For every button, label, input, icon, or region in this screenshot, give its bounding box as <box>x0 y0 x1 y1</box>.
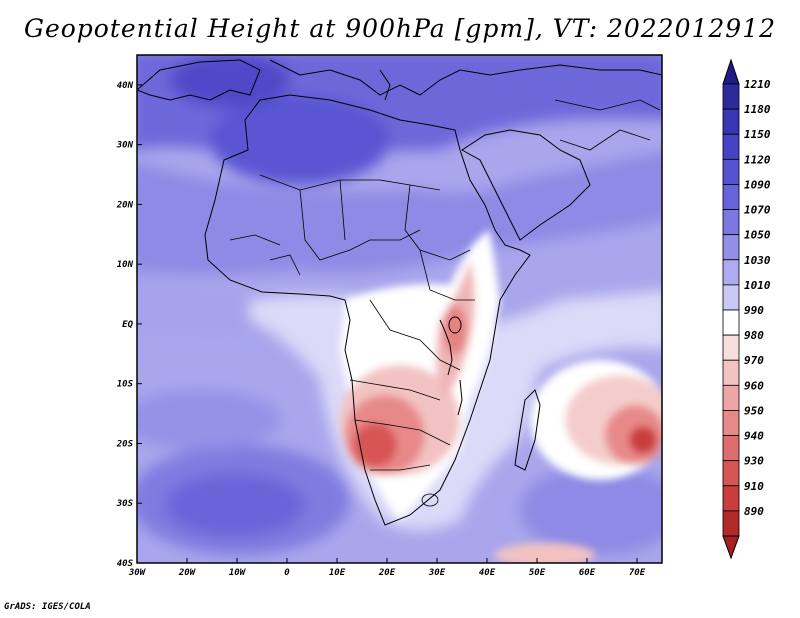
colorbar-label: 890 <box>744 505 764 518</box>
colorbar-label: 980 <box>744 329 764 342</box>
longitude-axis: 30W 20W 10W 0 10E 20E 30E 40E 50E 60E 70E <box>128 558 646 578</box>
lat-tick-label: 30S <box>116 499 134 509</box>
lat-tick-label: 30N <box>116 141 134 151</box>
colorbar-label: 950 <box>744 404 764 417</box>
chart-title: Geopotential Height at 900hPa [gpm], VT:… <box>23 14 777 43</box>
colorbar-swatch <box>722 410 740 436</box>
colorbar-swatch <box>722 184 740 210</box>
lon-tick-label: 10E <box>329 568 346 578</box>
colorbar-label: 940 <box>744 430 764 443</box>
colorbar-swatch <box>722 485 740 512</box>
lon-tick-label: 0 <box>284 568 290 578</box>
colorbar-label: 1050 <box>744 229 771 242</box>
colorbar-label: 1090 <box>744 178 771 191</box>
latitude-axis: 40N 30N 20N 10N EQ 10S 20S 30S 40S <box>116 81 142 569</box>
colorbar-label: 1210 <box>744 78 771 91</box>
colorbar-swatch <box>722 259 740 286</box>
colorbar-label: 970 <box>744 354 764 367</box>
credit-label: GrADS: IGES/COLA <box>4 602 91 612</box>
colorbar-bottom-arrow <box>722 535 740 560</box>
lat-tick-label: 20N <box>116 200 134 210</box>
colorbar-label: 1030 <box>744 254 771 267</box>
colorbar-swatch <box>722 133 740 160</box>
colorbar-swatch <box>722 384 740 411</box>
lon-tick-label: 70E <box>629 568 646 578</box>
lon-tick-label: 30E <box>428 568 446 578</box>
lon-tick-label: 50E <box>529 568 546 578</box>
colorbar-label: 1120 <box>744 153 771 166</box>
colorbar-label: 1180 <box>744 103 771 116</box>
colorbar-swatch <box>722 83 740 110</box>
colorbar-label: 990 <box>744 304 764 317</box>
lat-tick-label: 10S <box>117 380 134 390</box>
colorbar-label: 930 <box>744 455 764 468</box>
colorbar-label: 910 <box>744 480 764 493</box>
lat-tick-label: 40N <box>117 81 134 91</box>
colorbar-swatch <box>722 510 740 537</box>
colorbar-swatch <box>722 234 740 261</box>
lat-tick-label: 40S <box>117 559 134 569</box>
colorbar: 1210 1180 1150 1120 1090 1070 1050 1030 1010 990 9… <box>722 58 771 560</box>
lat-tick-label: EQ <box>122 320 133 330</box>
colorbar-swatch <box>722 334 740 361</box>
lon-tick-label: 30W <box>128 568 147 578</box>
colorbar-top-arrow <box>722 58 740 85</box>
coastlines <box>137 59 662 526</box>
colorbar-swatch <box>722 460 740 487</box>
colorbar-swatch <box>722 435 740 462</box>
colorbar-label: 1150 <box>744 128 771 141</box>
lon-tick-label: 10W <box>229 568 247 578</box>
lon-tick-label: 20E <box>378 568 396 578</box>
colorbar-swatch <box>722 108 740 135</box>
lat-tick-label: 10N <box>117 260 134 270</box>
colorbar-label: 1070 <box>744 204 771 217</box>
colorbar-swatch <box>722 309 740 336</box>
colorbar-swatch <box>722 284 740 311</box>
colorbar-swatch <box>722 158 740 185</box>
colorbar-label: 960 <box>744 379 764 392</box>
lat-tick-label: 20S <box>116 439 134 449</box>
colorbar-label: 1010 <box>744 279 771 292</box>
colorbar-swatch <box>722 209 740 236</box>
map-frame <box>136 54 663 564</box>
lon-tick-label: 40E <box>479 568 496 578</box>
lon-tick-label: 60E <box>579 568 596 578</box>
lon-tick-label: 20W <box>178 568 197 578</box>
height-field <box>137 55 662 563</box>
colorbar-swatch <box>722 359 740 386</box>
